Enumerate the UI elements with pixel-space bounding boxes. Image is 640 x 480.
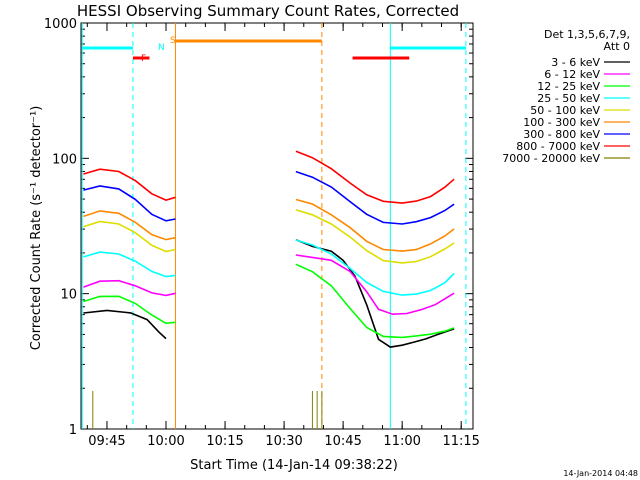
chart-title: HESSI Observing Summary Count Rates, Cor… (77, 2, 459, 20)
y-tick-label: 1 (69, 423, 77, 438)
series-line (83, 295, 176, 325)
y-tick-label: 1000 (44, 17, 77, 32)
series-line (83, 251, 176, 278)
series-line (295, 239, 455, 296)
x-tick-label: 10:00 (147, 434, 184, 449)
timestamp-label: 14-Jan-2014 04:48 (563, 469, 638, 478)
x-tick-label: 11:00 (383, 434, 420, 449)
series-line (295, 263, 455, 339)
flag-letter: S (170, 36, 176, 46)
series-line (295, 150, 455, 204)
x-tick-label: 10:45 (324, 434, 361, 449)
series-line (83, 309, 167, 340)
legend-entry-label: 3 - 6 keV (551, 56, 600, 69)
plot-frame (80, 22, 474, 430)
legend-title-line-1: Det 1,3,5,6,7,9, (544, 28, 630, 41)
x-tick-label: 10:15 (206, 434, 243, 449)
y-axis-label: Corrected Count Rate (s⁻¹ detector⁻¹) (29, 106, 44, 351)
series-line (83, 210, 176, 241)
legend-entry-label: 50 - 100 keV (530, 104, 600, 117)
series-line (83, 279, 176, 297)
y-tick-label: 100 (52, 152, 77, 167)
series-line (83, 220, 176, 253)
y-tick-label: 10 (60, 288, 77, 303)
series-line (295, 254, 455, 316)
legend-entry-label: 300 - 800 keV (523, 128, 600, 141)
flag-letter: F (141, 54, 146, 64)
legend-title-line-2: Att 0 (604, 40, 630, 53)
x-tick-label: 09:45 (88, 434, 125, 449)
legend-entry-label: 12 - 25 keV (537, 80, 600, 93)
x-tick-label: 11:15 (442, 434, 479, 449)
series-line (295, 170, 455, 225)
legend-entry-label: 7000 - 20000 keV (502, 152, 600, 165)
legend-entry-label: 6 - 12 keV (544, 68, 600, 81)
series-line (295, 239, 455, 348)
flag-letter: N (158, 43, 165, 53)
series-line (83, 185, 176, 222)
legend-entry-label: 25 - 50 keV (537, 92, 600, 105)
legend-entry-label: 100 - 300 keV (523, 116, 600, 129)
x-axis-label: Start Time (14-Jan-14 09:38:22) (190, 458, 398, 473)
x-tick-label: 10:30 (265, 434, 302, 449)
series-line (295, 198, 455, 252)
series-line (295, 209, 455, 264)
legend-entry-label: 800 - 7000 keV (516, 140, 600, 153)
series-line (83, 168, 176, 201)
